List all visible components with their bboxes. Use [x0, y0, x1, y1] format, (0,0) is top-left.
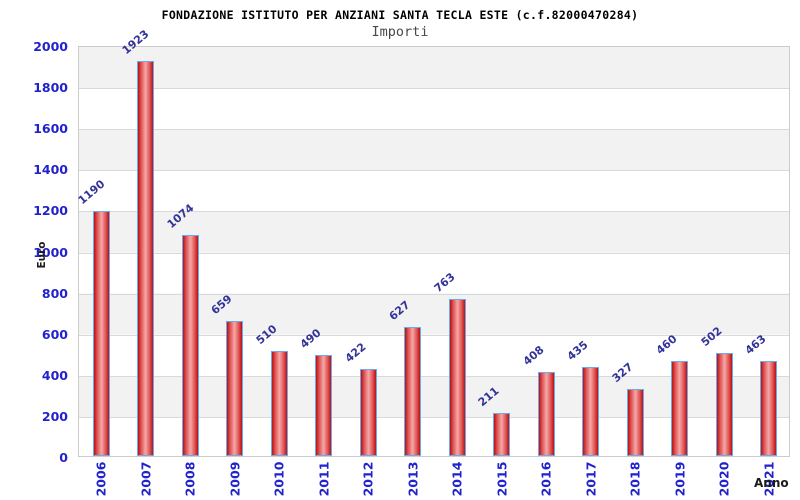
bar-2020 — [715, 352, 733, 456]
x-tick-label-2016: 2016 — [538, 461, 554, 497]
chart-subtitle: Importi — [371, 24, 429, 40]
y-tick-label: 1600 — [33, 121, 68, 137]
bar-2007 — [137, 60, 155, 456]
x-tick-label-2006: 2006 — [93, 461, 109, 497]
y-tick-label: 0 — [59, 450, 68, 465]
bar-value-label: 502 — [698, 324, 725, 349]
bar-2021 — [760, 360, 778, 456]
bar-2015 — [493, 412, 511, 456]
y-axis-title: Euro — [36, 241, 48, 269]
y-tick-label: 400 — [41, 367, 68, 383]
bar-value-label: 490 — [297, 326, 324, 352]
bar-value-label: 435 — [564, 337, 591, 363]
y-tick-label: 1000 — [33, 244, 68, 260]
bar-value-label: 408 — [520, 343, 547, 369]
plot-area: 1190 1923 1074 659 510 490 422 627 763 211 408 435 3… — [75, 27, 790, 457]
bar-2009 — [226, 320, 244, 456]
y-tick-label: 2000 — [33, 39, 68, 54]
bar-2011 — [315, 355, 333, 456]
bar-2006 — [92, 211, 110, 456]
y-tick-label: 200 — [41, 408, 68, 424]
x-tick-label-2012: 2012 — [360, 461, 376, 497]
bar-value-label: 422 — [342, 340, 369, 366]
bar-value-label: 659 — [208, 291, 235, 317]
bar-value-label: 211 — [475, 383, 502, 409]
bar-2016 — [537, 372, 555, 456]
bar-value-label: 763 — [431, 270, 458, 296]
chart-title: FONDAZIONE ISTITUTO PER ANZIANI SANTA TE… — [161, 8, 639, 22]
bar-value-label: 1074 — [164, 201, 197, 232]
bar-value-label: 463 — [742, 332, 769, 357]
gridline — [79, 293, 789, 295]
y-tick-label: 600 — [41, 326, 68, 342]
x-tick-label-2009: 2009 — [227, 461, 243, 497]
y-tick-label: 1400 — [33, 162, 68, 178]
x-tick-label-2019: 2019 — [672, 461, 688, 497]
bar-value-label: 460 — [653, 332, 680, 358]
x-tick-label-2017: 2017 — [583, 461, 599, 497]
gridline — [79, 211, 789, 213]
gridline — [79, 170, 789, 172]
x-tick-label-2014: 2014 — [449, 461, 465, 497]
gridline — [79, 375, 789, 377]
x-tick-label-2010: 2010 — [271, 461, 287, 497]
bar-value-label: 327 — [609, 360, 636, 385]
bar-2018 — [626, 388, 644, 456]
bar-value-label: 1190 — [75, 177, 108, 208]
bar-2014 — [448, 299, 466, 456]
x-axis-title: Anno — [754, 476, 789, 490]
x-tick-label-2013: 2013 — [405, 461, 421, 497]
bar-value-label: 627 — [386, 298, 413, 324]
bar-2019 — [671, 361, 689, 456]
bar-2012 — [359, 369, 377, 456]
y-tick-label: 1800 — [33, 80, 68, 96]
bar-2017 — [582, 366, 600, 456]
bar-2008 — [181, 235, 199, 456]
x-tick-label-2011: 2011 — [316, 461, 332, 497]
gridline — [79, 252, 789, 254]
gridline — [79, 334, 789, 336]
x-tick-label-2018: 2018 — [627, 461, 643, 497]
x-tick-label-2015: 2015 — [494, 461, 510, 497]
y-tick-label: 800 — [41, 285, 68, 301]
bar-2010 — [270, 351, 288, 456]
x-tick-label-2020: 2020 — [716, 461, 732, 497]
x-tick-label-2008: 2008 — [182, 461, 198, 497]
bar-value-label: 510 — [253, 322, 280, 348]
gridline — [79, 88, 789, 90]
x-tick-label-2007: 2007 — [138, 461, 154, 497]
gridline — [79, 129, 789, 131]
y-tick-label: 1200 — [33, 203, 68, 219]
gridline — [79, 416, 789, 418]
bar-2013 — [404, 327, 422, 456]
